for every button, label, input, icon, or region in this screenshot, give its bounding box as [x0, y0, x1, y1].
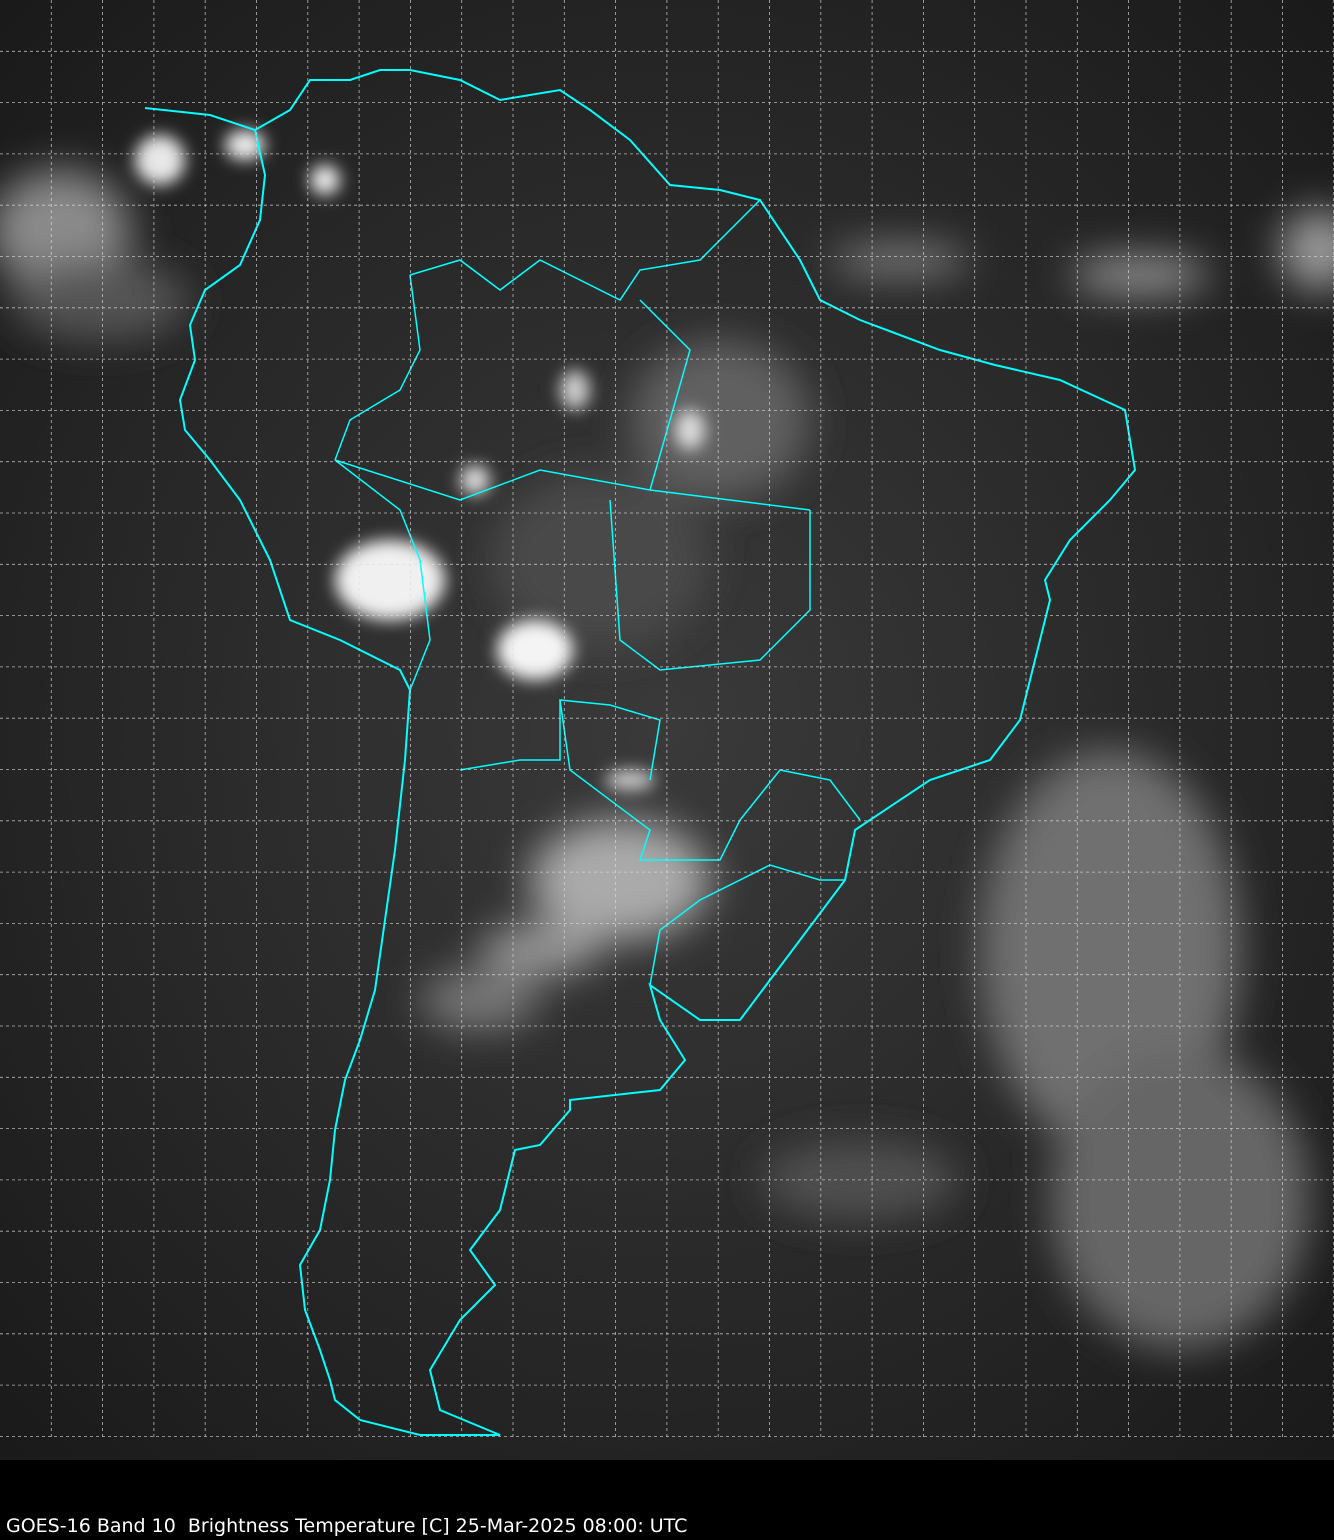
- image-caption: GOES-16 Band 10 Brightness Temperature […: [6, 1515, 688, 1537]
- clouds: [0, 170, 1334, 1350]
- coastline: [144, 69, 1137, 1436]
- convective-cells: [135, 130, 705, 790]
- borders: [334, 199, 861, 986]
- satellite-image: [0, 0, 1334, 1460]
